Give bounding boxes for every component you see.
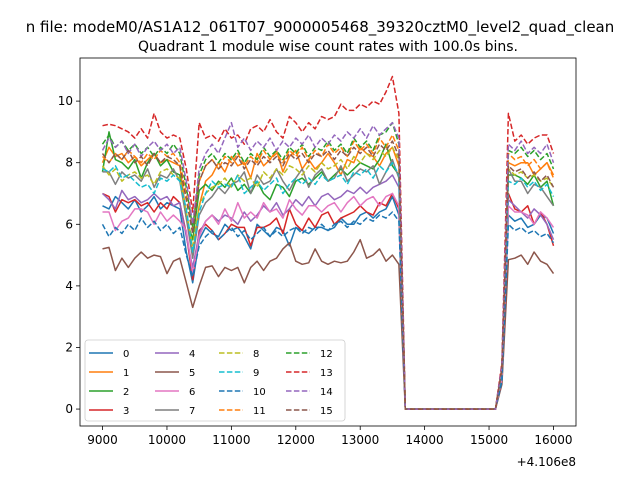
legend-label-13: 13 (320, 368, 333, 379)
legend-label-15: 15 (320, 406, 333, 417)
y-tick-label: 6 (65, 217, 73, 231)
legend-label-4: 4 (189, 349, 195, 360)
y-tick-label: 4 (65, 279, 73, 293)
x-tick-label: 15000 (470, 433, 508, 447)
x-tick-label: 11000 (212, 433, 250, 447)
legend-label-6: 6 (189, 387, 195, 398)
legend-label-1: 1 (123, 368, 129, 379)
legend-label-14: 14 (320, 387, 333, 398)
plot-frame (79, 57, 577, 427)
legend-label-8: 8 (253, 349, 259, 360)
series-line-15 (101, 140, 555, 410)
y-tick-label: 8 (65, 156, 73, 170)
legend-label-7: 7 (189, 406, 195, 417)
legend-label-11: 11 (253, 406, 266, 417)
legend-label-9: 9 (253, 368, 259, 379)
x-tick-label: 12000 (277, 433, 315, 447)
x-tick-label: 14000 (406, 433, 444, 447)
x-tick-label: 9000 (87, 433, 118, 447)
x-axis: 9000 10000 11000 12000 13000 14000 15000 16000 (87, 426, 573, 447)
legend-label-10: 10 (253, 387, 266, 398)
series-layer (101, 75, 555, 410)
legend-label-2: 2 (123, 387, 129, 398)
legend-label-5: 5 (189, 368, 195, 379)
series-line-8 (101, 146, 555, 410)
legend-box (84, 339, 346, 422)
y-axis: 0 2 4 6 8 10 (58, 94, 80, 416)
y-tick-label: 2 (65, 340, 73, 354)
chart-title: Quadrant 1 module wise count rates with … (138, 39, 518, 55)
x-tick-label: 13000 (341, 433, 379, 447)
y-tick-label: 10 (58, 94, 73, 108)
figure-suptitle: n file: modeM0/AS1A12_061T07_9000005468_… (26, 18, 615, 37)
legend-label-12: 12 (320, 349, 333, 360)
y-tick-label: 0 (65, 402, 73, 416)
legend-label-0: 0 (123, 349, 129, 360)
x-tick-label: 10000 (148, 433, 186, 447)
x-offset-label: +4.106e8 (517, 455, 576, 469)
x-tick-label: 16000 (534, 433, 572, 447)
legend-label-3: 3 (123, 406, 129, 417)
